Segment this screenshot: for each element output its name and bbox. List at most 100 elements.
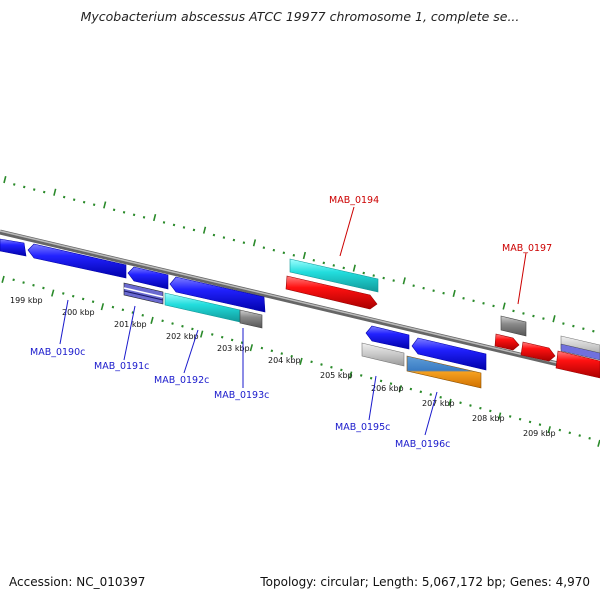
gene-label[interactable]: MAB_0196c [395,439,450,450]
gene-labels: MAB_0190c MAB_0191c MAB_0192c MAB_0193c … [30,195,552,450]
minor-tick [422,286,425,290]
minor-tick [372,274,375,277]
minor-tick [389,382,393,385]
major-tick [402,277,406,285]
ruler-label: 199 kbp [10,296,43,305]
feature-block[interactable] [239,309,263,329]
inner-ruler-ring [1,275,600,447]
minor-tick [538,423,542,426]
minor-tick [322,261,326,265]
major-tick [452,289,456,298]
minor-tick [72,198,76,201]
minor-tick [588,436,591,440]
minor-tick [220,335,224,339]
minor-tick [270,349,274,353]
gene-label[interactable]: MAB_0195c [335,422,390,433]
minor-tick [222,236,226,239]
gene-label[interactable]: MAB_0191c [94,361,149,372]
major-tick [51,289,55,297]
gene-arrow[interactable] [285,275,378,310]
minor-tick [568,431,572,435]
gene-arrow[interactable] [520,341,556,362]
minor-tick [171,322,174,325]
major-tick [552,315,556,323]
gene-arrow[interactable] [0,238,27,257]
minor-tick [382,276,385,280]
feature-block[interactable] [406,355,482,389]
map-title: Mycobacterium abscessus ATCC 19977 chrom… [80,9,520,24]
minor-tick [582,327,585,330]
minor-tick [340,368,343,372]
minor-tick [379,379,383,383]
gene-arrow[interactable] [411,337,487,371]
major-tick [352,264,356,272]
minor-tick [528,420,532,424]
minor-tick [121,308,125,312]
feature-block[interactable] [289,258,379,293]
minor-tick [212,233,216,237]
minor-tick [12,278,15,282]
minor-tick [320,363,323,366]
minor-tick [240,341,244,344]
minor-tick [412,284,415,287]
gene-label[interactable]: MAB_0197 [502,243,552,254]
feature-block[interactable] [500,315,527,337]
ruler-labels: 199 kbp 200 kbp 201 kbp 202 kbp 203 kbp … [10,296,556,438]
major-tick [53,188,57,196]
minor-tick [392,279,395,282]
feature-track-blocks [123,258,600,389]
minor-tick [242,241,246,244]
gene-arrow[interactable] [494,333,520,351]
major-tick [100,303,105,311]
minor-tick [489,409,492,413]
gene-arrow[interactable] [127,266,169,290]
major-tick [103,201,107,209]
minor-tick [542,317,545,320]
minor-tick [282,251,286,255]
minor-tick [272,248,276,252]
major-tick [249,344,254,352]
minor-tick [62,292,65,295]
minor-tick [429,393,432,396]
minor-tick [330,365,333,369]
ruler-label: 203 kbp [217,344,250,353]
minor-tick [81,297,85,301]
minor-tick [260,346,264,350]
forward-strand-genes [285,275,600,379]
gene-label[interactable]: MAB_0194 [329,195,379,206]
minor-tick [22,281,25,284]
minor-tick [122,210,126,214]
ruler-label: 202 kbp [166,332,199,341]
feature-block[interactable] [560,343,600,361]
gene-leader-lines [59,206,527,436]
minor-tick [82,200,86,204]
ruler-label: 208 kbp [472,414,505,423]
minor-tick [162,221,166,224]
gene-label[interactable]: MAB_0190c [30,347,85,358]
gene-label[interactable]: MAB_0193c [214,390,269,401]
major-tick [497,412,502,420]
major-tick [398,385,403,393]
major-tick [202,226,207,234]
minor-tick [42,190,46,194]
minor-tick [578,434,581,437]
gene-arrow[interactable] [365,325,410,350]
minor-tick [362,271,365,275]
minor-tick [211,333,214,336]
major-tick [252,239,257,247]
gene-arrow[interactable] [27,243,127,279]
minor-tick [13,183,16,186]
gene-label[interactable]: MAB_0192c [154,375,209,386]
minor-tick [359,374,363,377]
minor-tick [71,294,75,298]
gene-arrow[interactable] [555,350,600,379]
minor-tick [462,296,465,300]
minor-tick [439,395,442,399]
feature-block[interactable] [361,342,405,367]
minor-tick [112,208,116,212]
major-tick [299,357,303,365]
accession-text: Accession: NC_010397 [9,575,146,589]
gene-arrow[interactable] [169,276,266,313]
minor-tick [342,266,345,270]
